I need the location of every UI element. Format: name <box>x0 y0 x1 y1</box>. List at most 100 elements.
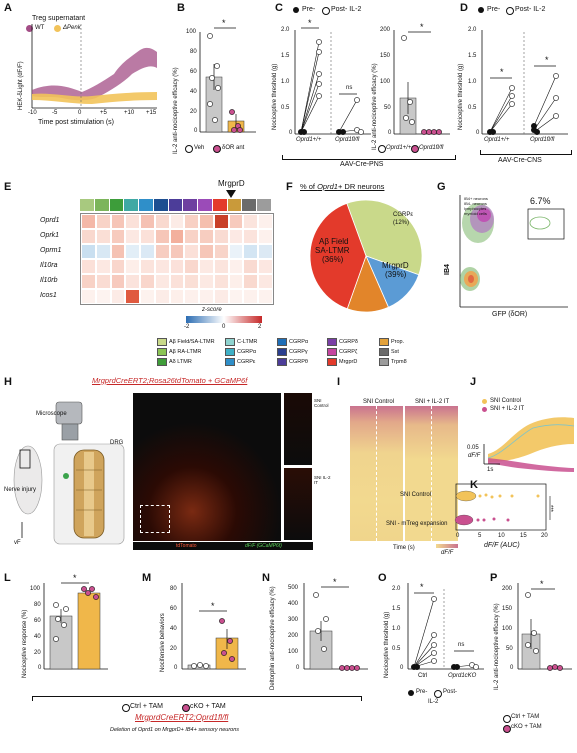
heatmap-cell <box>213 274 229 289</box>
heatmap-cell <box>154 244 170 259</box>
heatmap-cell <box>258 259 273 274</box>
p-ctrl-label: Ctrl + TAM <box>511 714 540 720</box>
panel-c-efficacy-ylabel: IL-2 anti-nociceptive efficacy (%) <box>372 63 378 150</box>
j-control-label: SNI Control <box>490 398 522 404</box>
zscore-tick-min: -2 <box>184 324 190 330</box>
cell-type-legend: Aβ Field/SA-LTMR C-LTMR CGRPα CGRPδ Prop. Aβ … <box>157 338 447 366</box>
cell-type-color-3 <box>109 199 125 211</box>
panel-c-ytick-0: 0 <box>289 130 293 136</box>
heatmap-cell <box>199 274 214 289</box>
flow-legend-ib4-pos: IB4+ neurons <box>464 196 488 201</box>
heatmap-cell <box>199 259 214 274</box>
heatmap-i-title-2: SNI + IL-2 IT <box>415 399 450 405</box>
heatmap-cell <box>169 229 185 244</box>
o-pre-label: Pre- <box>416 689 428 695</box>
heatmap-cell <box>169 244 185 259</box>
k-xlabel: dF/F (AUC) <box>484 542 520 549</box>
heatmap-cell <box>228 214 244 229</box>
panel-n-bar-plot <box>303 583 368 671</box>
heatmap-cell <box>243 289 259 304</box>
panel-d-ytick-15: 1.5 <box>468 53 477 59</box>
panel-f-title-gene: Oprd1 <box>317 182 338 191</box>
gate-percentage: 6.7% <box>530 196 551 206</box>
legend-label: CGRPγ <box>289 349 308 355</box>
panel-f-title: % of Oprd1+ DR neurons <box>300 183 384 191</box>
cell-type-color-13 <box>257 199 272 211</box>
cell-type-color-5 <box>139 199 154 211</box>
gene-label-icos1: Icos1 <box>40 292 57 299</box>
heatmap-cell <box>184 289 200 304</box>
legend-swatch <box>225 348 235 356</box>
cell-type-legend-item: Aβ RA-LTMR <box>157 348 225 356</box>
imaging-roi-box <box>140 505 170 533</box>
bottom-cko-dot <box>182 704 190 712</box>
panel-a-xtick-2: -5 <box>52 110 58 116</box>
n-ytick-0: 0 <box>296 665 300 671</box>
legend-swatch <box>379 338 389 346</box>
panel-d-footer: AAV-Cre-CNS <box>498 157 542 164</box>
legend-label: Aβ Field/SA-LTMR <box>169 339 215 345</box>
inset-label-control: SNI Control <box>314 398 329 408</box>
heatmap-i-title-1: SNI Control <box>363 399 395 405</box>
panel-label-n: N <box>262 572 270 584</box>
legend-label: Prop. <box>391 339 405 345</box>
cell-type-color-4 <box>124 199 140 211</box>
heatmap-cell <box>243 214 259 229</box>
veh-legend-label: Veh <box>194 145 205 151</box>
cell-type-legend-item: CGRPγ <box>277 348 327 356</box>
dor-ant-legend-label: δOR ant <box>222 145 245 151</box>
dor-ant-legend-dot <box>213 145 221 153</box>
o-star: * <box>420 582 424 592</box>
panel-a-ylabel: HEK-δLight (dF/F) <box>18 61 24 110</box>
panel-c-ytick-15: 1.5 <box>281 53 290 59</box>
pie-slice <box>346 199 423 276</box>
heatmap-cell <box>125 244 141 259</box>
panel-g-flow-plot <box>459 195 568 308</box>
pie-label-cgrpe: CGRPε <box>393 212 414 218</box>
panel-m-bar-plot <box>181 583 246 670</box>
n-ytick-100: 100 <box>288 649 299 655</box>
imaging-inset-2 <box>284 468 312 540</box>
j-il2-dot <box>482 407 487 412</box>
o-ytick-2: 2.0 <box>392 586 401 592</box>
panel-l-ylabel: Nociceptive response (%) <box>22 609 28 678</box>
heatmap-cell <box>140 274 155 289</box>
zscore-tick-max: 2 <box>258 324 262 330</box>
gene-label-il10ra: Il10ra <box>40 262 58 269</box>
panel-c-footer: AAV-Cre-PNS <box>340 161 384 168</box>
cell-type-color-7 <box>168 199 184 211</box>
l-star: * <box>73 573 77 583</box>
panel-label-j: J <box>470 376 477 388</box>
nerve-injury-label: Nerve injury <box>4 487 37 493</box>
flow-legend-lymph: lymphocytes <box>464 206 487 211</box>
heatmap-cell <box>125 259 141 274</box>
panel-d-group1: Oprd1+/+ <box>484 137 510 143</box>
legend-swatch <box>327 338 337 346</box>
pie-label-mrgprd: MrgprD <box>382 261 409 270</box>
heatmap-cell <box>125 214 141 229</box>
panel-c-ytick-05: 0.5 <box>281 105 290 111</box>
d-pre-legend-label: Pre- <box>487 6 501 13</box>
heatmap-cell <box>184 244 200 259</box>
n-ytick-500: 500 <box>288 585 299 591</box>
heatmap-cell <box>243 244 259 259</box>
drg-label: DRG <box>110 440 124 446</box>
legend-swatch <box>379 358 389 366</box>
heatmap-i-stim-line-2 <box>431 406 432 541</box>
gene-label-oprm1: Oprm1 <box>40 247 62 254</box>
legend-label: CGRPδ <box>339 339 358 345</box>
panel-b-star: * <box>222 18 226 28</box>
o-post-label: Post- <box>443 689 458 695</box>
legend-label: Aδ LTMR <box>169 359 192 365</box>
panel-p-ylabel: IL-2 anti-nociceptive efficacy (%) <box>494 603 500 690</box>
n-ytick-400: 400 <box>288 601 299 607</box>
legend-label: MrgprD <box>339 359 358 365</box>
bottom-title: MrgprdCreERT2;Oprd1fl/fl <box>135 713 229 722</box>
oprd1-wt-legend-dot <box>378 145 386 153</box>
zscore-label: z-score <box>202 307 222 313</box>
panel-o-ylabel: Nociceptive threshold (g) <box>384 611 390 678</box>
heatmap-i-stim-line-1 <box>376 406 377 541</box>
j-scale-x: 1s <box>487 467 494 473</box>
pie-label-39: (39%) <box>385 270 407 279</box>
tdtomato-label: tdTomato <box>176 543 197 549</box>
